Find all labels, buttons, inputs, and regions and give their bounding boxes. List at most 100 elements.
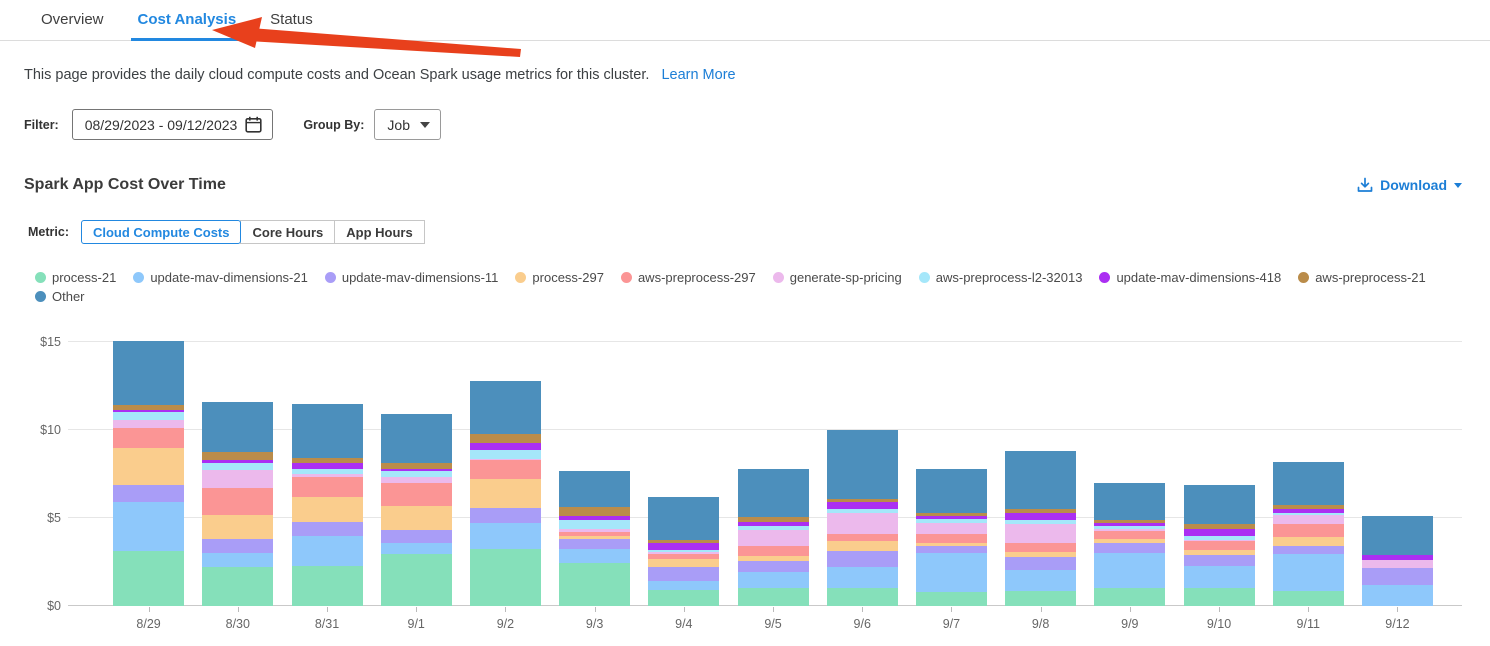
- bar-segment-other[interactable]: [380, 414, 452, 463]
- stacked-bar-9/5[interactable]: [737, 468, 809, 606]
- bar-segment-update-mav-dimensions-418[interactable]: [559, 516, 631, 520]
- stacked-bar-9/11[interactable]: [1272, 462, 1344, 606]
- bar-segment-aws-preprocess-21[interactable]: [1272, 504, 1344, 510]
- bar-segment-process-297[interactable]: [469, 479, 541, 509]
- bar-segment-update-mav-dimensions-11[interactable]: [1094, 543, 1166, 554]
- stacked-bar-9/9[interactable]: [1094, 482, 1166, 606]
- bar-segment-aws-preprocess-l2-32013[interactable]: [1183, 536, 1255, 541]
- bar-segment-process-297[interactable]: [1272, 536, 1344, 546]
- bar-segment-process-297[interactable]: [826, 540, 898, 552]
- learn-more-link[interactable]: Learn More: [661, 67, 736, 83]
- bar-segment-generate-sp-pricing[interactable]: [915, 523, 987, 534]
- bar-segment-process-297[interactable]: [1183, 550, 1255, 556]
- bar-segment-process-21[interactable]: [648, 590, 720, 606]
- bar-segment-update-mav-dimensions-21[interactable]: [1094, 553, 1166, 589]
- stacked-bar-8/31[interactable]: [291, 403, 363, 606]
- bar-segment-update-mav-dimensions-418[interactable]: [291, 462, 363, 469]
- bar-segment-process-297[interactable]: [202, 515, 274, 540]
- bar-segment-process-297[interactable]: [737, 555, 809, 561]
- bar-segment-update-mav-dimensions-21[interactable]: [113, 502, 185, 552]
- bar-segment-aws-preprocess-l2-32013[interactable]: [202, 463, 274, 470]
- bar-segment-aws-preprocess-21[interactable]: [1005, 509, 1077, 513]
- bar-segment-update-mav-dimensions-21[interactable]: [1005, 569, 1077, 591]
- bar-segment-aws-preprocess-21[interactable]: [202, 452, 274, 460]
- bar-segment-update-mav-dimensions-21[interactable]: [1361, 584, 1433, 606]
- bar-segment-aws-preprocess-l2-32013[interactable]: [826, 509, 898, 513]
- bar-segment-other[interactable]: [1272, 462, 1344, 505]
- bar-segment-aws-preprocess-l2-32013[interactable]: [648, 549, 720, 552]
- bar-segment-process-21[interactable]: [291, 565, 363, 606]
- stacked-bar-9/6[interactable]: [826, 430, 898, 606]
- stacked-bar-9/1[interactable]: [380, 414, 452, 606]
- bar-segment-update-mav-dimensions-11[interactable]: [826, 551, 898, 568]
- bar-segment-aws-preprocess-297[interactable]: [291, 476, 363, 497]
- bar-segment-generate-sp-pricing[interactable]: [1183, 540, 1255, 542]
- bar-segment-update-mav-dimensions-11[interactable]: [202, 539, 274, 554]
- stacked-bar-9/8[interactable]: [1005, 451, 1077, 606]
- bar-segment-update-mav-dimensions-21[interactable]: [1183, 566, 1255, 588]
- tab-status[interactable]: Status: [270, 11, 313, 28]
- bar-segment-update-mav-dimensions-418[interactable]: [1272, 509, 1344, 513]
- bar-segment-update-mav-dimensions-418[interactable]: [202, 459, 274, 464]
- bar-segment-generate-sp-pricing[interactable]: [113, 420, 185, 429]
- bar-segment-aws-preprocess-297[interactable]: [469, 459, 541, 480]
- metric-button-core-hours[interactable]: Core Hours: [240, 220, 336, 244]
- bar-segment-other[interactable]: [559, 470, 631, 507]
- bar-segment-aws-preprocess-l2-32013[interactable]: [113, 412, 185, 421]
- bar-segment-update-mav-dimensions-11[interactable]: [915, 545, 987, 554]
- bar-segment-aws-preprocess-297[interactable]: [737, 545, 809, 556]
- bar-segment-update-mav-dimensions-11[interactable]: [648, 567, 720, 581]
- bar-segment-update-mav-dimensions-11[interactable]: [1272, 546, 1344, 555]
- legend-item-generate-sp-pricing[interactable]: generate-sp-pricing: [772, 270, 902, 285]
- metric-button-cloud-compute-costs[interactable]: Cloud Compute Costs: [80, 220, 242, 244]
- bar-segment-aws-preprocess-l2-32013[interactable]: [915, 519, 987, 524]
- bar-segment-generate-sp-pricing[interactable]: [202, 469, 274, 489]
- bar-segment-aws-preprocess-297[interactable]: [915, 533, 987, 544]
- stacked-bar-9/7[interactable]: [915, 469, 987, 606]
- bar-segment-update-mav-dimensions-11[interactable]: [113, 484, 185, 503]
- bar-segment-aws-preprocess-l2-32013[interactable]: [1005, 519, 1077, 524]
- bar-segment-process-297[interactable]: [559, 535, 631, 540]
- bar-segment-update-mav-dimensions-418[interactable]: [1094, 522, 1166, 527]
- bar-segment-aws-preprocess-297[interactable]: [1183, 541, 1255, 551]
- bar-segment-generate-sp-pricing[interactable]: [469, 459, 541, 460]
- bar-segment-update-mav-dimensions-418[interactable]: [469, 443, 541, 451]
- bar-segment-aws-preprocess-297[interactable]: [202, 488, 274, 516]
- bar-segment-update-mav-dimensions-418[interactable]: [915, 516, 987, 520]
- stacked-bar-9/4[interactable]: [648, 497, 720, 606]
- tab-overview[interactable]: Overview: [41, 11, 104, 28]
- bar-segment-aws-preprocess-297[interactable]: [1094, 530, 1166, 539]
- bar-segment-other[interactable]: [113, 341, 185, 405]
- legend-item-process-21[interactable]: process-21: [35, 270, 116, 285]
- stacked-bar-9/10[interactable]: [1183, 484, 1255, 606]
- bar-segment-generate-sp-pricing[interactable]: [1005, 523, 1077, 544]
- bar-segment-update-mav-dimensions-21[interactable]: [1272, 554, 1344, 592]
- bar-segment-process-21[interactable]: [737, 587, 809, 606]
- download-button[interactable]: Download: [1357, 177, 1462, 193]
- bar-segment-update-mav-dimensions-11[interactable]: [1005, 556, 1077, 570]
- bar-segment-update-mav-dimensions-21[interactable]: [826, 567, 898, 588]
- bar-segment-process-297[interactable]: [648, 559, 720, 568]
- bar-segment-process-21[interactable]: [1272, 591, 1344, 606]
- bar-segment-process-297[interactable]: [380, 505, 452, 531]
- bar-segment-update-mav-dimensions-21[interactable]: [469, 523, 541, 549]
- bar-segment-aws-preprocess-297[interactable]: [559, 532, 631, 536]
- bar-segment-generate-sp-pricing[interactable]: [1361, 560, 1433, 569]
- bar-segment-update-mav-dimensions-418[interactable]: [380, 468, 452, 472]
- bar-segment-process-21[interactable]: [469, 548, 541, 606]
- bar-segment-process-297[interactable]: [1005, 552, 1077, 557]
- bar-segment-process-21[interactable]: [113, 551, 185, 606]
- bar-segment-process-21[interactable]: [1183, 587, 1255, 606]
- bar-segment-update-mav-dimensions-11[interactable]: [291, 522, 363, 536]
- bar-segment-generate-sp-pricing[interactable]: [1272, 515, 1344, 525]
- bar-segment-update-mav-dimensions-21[interactable]: [915, 553, 987, 592]
- bar-segment-process-21[interactable]: [915, 591, 987, 606]
- bar-segment-generate-sp-pricing[interactable]: [559, 529, 631, 533]
- bar-segment-aws-preprocess-21[interactable]: [1183, 524, 1255, 529]
- bar-segment-aws-preprocess-l2-32013[interactable]: [291, 468, 363, 475]
- bar-segment-generate-sp-pricing[interactable]: [737, 530, 809, 546]
- bar-segment-other[interactable]: [469, 380, 541, 434]
- bar-segment-process-21[interactable]: [559, 562, 631, 606]
- bar-segment-update-mav-dimensions-21[interactable]: [559, 548, 631, 563]
- date-range-input[interactable]: 08/29/2023 - 09/12/2023: [71, 109, 274, 140]
